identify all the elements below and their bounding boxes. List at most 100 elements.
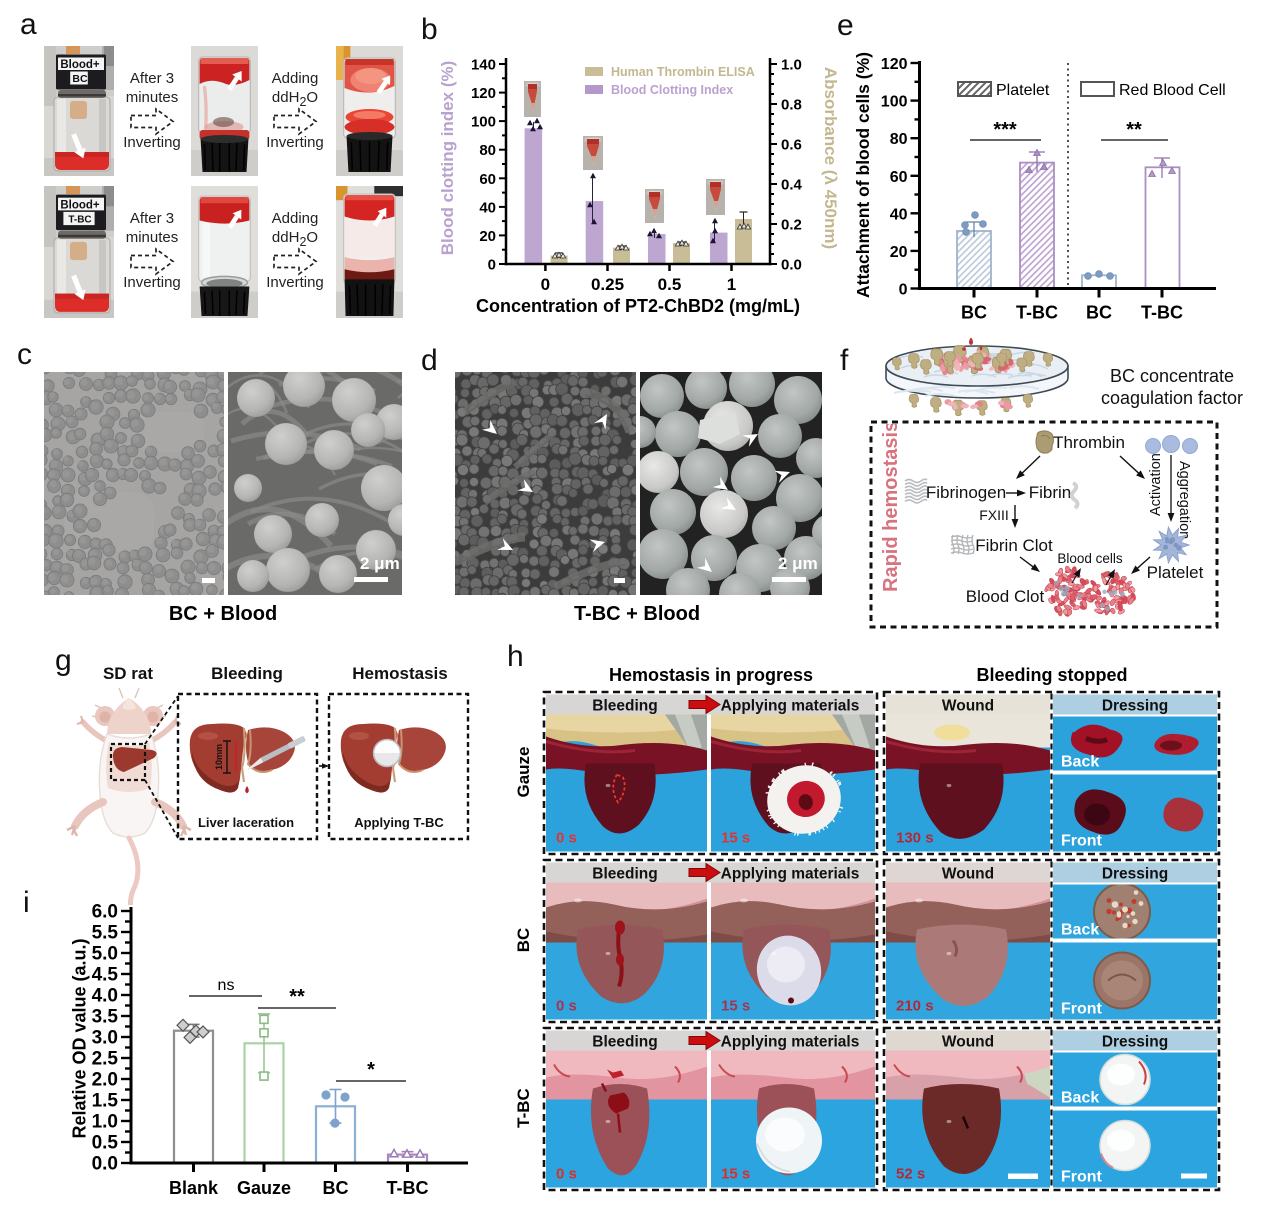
svg-text:Blood cells: Blood cells	[1057, 551, 1123, 566]
svg-text:0 s: 0 s	[556, 1166, 577, 1183]
svg-text:Platelet: Platelet	[1147, 563, 1204, 582]
svg-text:Concentration of PT2-ChBD2 (mg: Concentration of PT2-ChBD2 (mg/mL)	[476, 296, 800, 316]
svg-text:6.0: 6.0	[92, 902, 118, 923]
svg-text:*: *	[367, 1059, 375, 1081]
svg-text:0.25: 0.25	[591, 275, 624, 294]
svg-text:Blood+: Blood+	[60, 59, 100, 71]
svg-text:5.0: 5.0	[92, 944, 118, 965]
svg-text:Applying materials: Applying materials	[721, 1034, 860, 1051]
svg-text:**: **	[289, 986, 305, 1008]
svg-text:BC: BC	[1086, 303, 1112, 323]
svg-text:20: 20	[890, 244, 908, 261]
svg-text:0.5: 0.5	[92, 1133, 119, 1154]
svg-text:1.0: 1.0	[92, 1112, 118, 1133]
svg-text:Human Thrombin ELISA: Human Thrombin ELISA	[611, 65, 755, 79]
svg-text:1.5: 1.5	[92, 1091, 119, 1112]
svg-text:***: ***	[993, 119, 1017, 141]
svg-text:T-BC: T-BC	[68, 214, 91, 225]
svg-text:Hemostasis: Hemostasis	[352, 664, 447, 683]
svg-text:52 s: 52 s	[896, 1166, 925, 1183]
svg-text:0.0: 0.0	[781, 257, 802, 274]
svg-text:Fibrinogen: Fibrinogen	[926, 483, 1006, 502]
svg-text:1: 1	[727, 275, 736, 294]
svg-text:Bleeding: Bleeding	[592, 866, 657, 883]
svg-text:0.8: 0.8	[781, 97, 802, 114]
svg-text:120: 120	[471, 85, 496, 102]
svg-text:BC: BC	[72, 73, 88, 85]
svg-text:Applying materials: Applying materials	[721, 866, 860, 883]
svg-text:Applying T-BC: Applying T-BC	[354, 815, 444, 830]
svg-text:Front: Front	[1061, 1001, 1103, 1018]
svg-text:T-BC: T-BC	[1016, 303, 1058, 323]
svg-text:Rapid hemostasis: Rapid hemostasis	[880, 424, 902, 592]
svg-text:20: 20	[479, 228, 496, 245]
svg-text:0 s: 0 s	[556, 998, 577, 1015]
svg-text:Platelet: Platelet	[996, 82, 1050, 99]
svg-text:4.5: 4.5	[92, 965, 119, 986]
svg-text:140: 140	[471, 57, 496, 74]
svg-text:Dressing: Dressing	[1102, 866, 1168, 883]
svg-text:SD rat: SD rat	[103, 664, 153, 683]
svg-text:BC concentrate: BC concentrate	[1110, 366, 1234, 386]
svg-text:40: 40	[479, 199, 496, 216]
svg-text:5.5: 5.5	[92, 923, 119, 944]
svg-text:0.6: 0.6	[781, 137, 802, 154]
svg-text:40: 40	[890, 206, 908, 223]
svg-text:100: 100	[881, 94, 908, 111]
svg-text:15 s: 15 s	[721, 1166, 750, 1183]
svg-text:BC: BC	[323, 1178, 349, 1198]
svg-text:0: 0	[899, 282, 908, 299]
svg-text:Blank: Blank	[169, 1178, 219, 1198]
svg-text:Bleeding: Bleeding	[592, 1034, 657, 1051]
svg-text:80: 80	[479, 142, 496, 159]
svg-text:0.4: 0.4	[781, 177, 803, 194]
svg-text:Liver laceration: Liver laceration	[198, 815, 294, 830]
svg-text:BC: BC	[961, 303, 987, 323]
svg-text:Front: Front	[1061, 1169, 1103, 1186]
svg-text:T-BC: T-BC	[387, 1178, 429, 1198]
svg-text:130 s: 130 s	[896, 830, 934, 847]
svg-text:60: 60	[479, 171, 496, 188]
svg-text:coagulation factor: coagulation factor	[1101, 388, 1243, 408]
svg-text:2 μm: 2 μm	[360, 554, 400, 573]
svg-text:210 s: 210 s	[896, 998, 934, 1015]
svg-text:Activation: Activation	[1148, 453, 1164, 516]
svg-text:3.5: 3.5	[92, 1007, 119, 1028]
svg-text:Red Blood Cell: Red Blood Cell	[1119, 82, 1226, 99]
svg-text:Blood+: Blood+	[60, 199, 99, 211]
svg-text:0.0: 0.0	[92, 1154, 118, 1175]
svg-text:60: 60	[890, 169, 908, 186]
svg-text:0.5: 0.5	[658, 275, 682, 294]
svg-text:Back: Back	[1061, 922, 1099, 939]
svg-text:0 s: 0 s	[556, 830, 577, 847]
svg-text:Dressing: Dressing	[1102, 1034, 1168, 1051]
svg-text:3.0: 3.0	[92, 1028, 118, 1049]
svg-text:Back: Back	[1061, 1090, 1099, 1107]
svg-text:Front: Front	[1061, 833, 1103, 850]
svg-text:0: 0	[541, 275, 550, 294]
svg-text:FXIII: FXIII	[979, 507, 1009, 523]
svg-text:Wound: Wound	[942, 866, 994, 883]
svg-text:0.2: 0.2	[781, 217, 802, 234]
svg-text:Wound: Wound	[942, 1034, 994, 1051]
svg-text:Thrombin: Thrombin	[1053, 433, 1125, 452]
svg-text:Back: Back	[1061, 754, 1099, 771]
svg-text:Gauze: Gauze	[237, 1178, 291, 1198]
svg-text:Dressing: Dressing	[1102, 698, 1168, 715]
svg-text:Bleeding: Bleeding	[592, 698, 657, 715]
svg-text:100: 100	[471, 114, 496, 131]
svg-text:4.0: 4.0	[92, 986, 118, 1007]
svg-text:2.5: 2.5	[92, 1049, 119, 1070]
svg-text:1.0: 1.0	[781, 57, 802, 74]
svg-text:Blood Clot: Blood Clot	[966, 587, 1045, 606]
svg-text:ns: ns	[218, 977, 235, 994]
svg-text:Bleeding: Bleeding	[211, 664, 283, 683]
svg-text:120: 120	[881, 56, 908, 73]
svg-text:15 s: 15 s	[721, 998, 750, 1015]
svg-text:Blood Clotting Index: Blood Clotting Index	[611, 83, 733, 97]
svg-text:0: 0	[488, 257, 496, 274]
svg-text:**: **	[1126, 119, 1142, 141]
svg-text:2 μm: 2 μm	[778, 554, 818, 573]
svg-text:80: 80	[890, 131, 908, 148]
svg-text:Fibrin: Fibrin	[1029, 483, 1072, 502]
